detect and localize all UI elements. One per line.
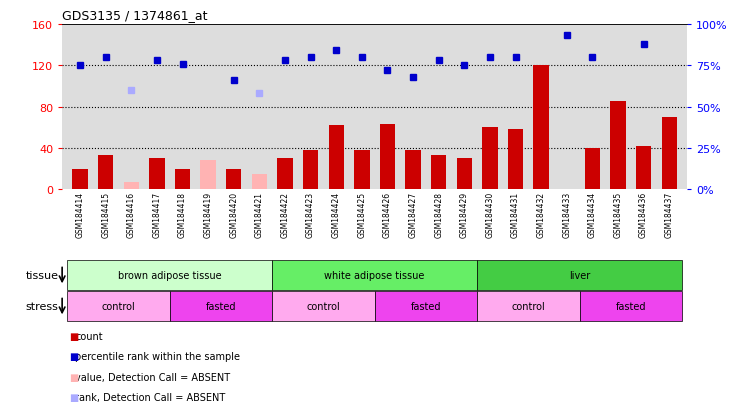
Bar	[277, 159, 292, 190]
Text: value, Detection Call = ABSENT: value, Detection Call = ABSENT	[75, 372, 230, 382]
Bar	[175, 169, 190, 190]
Bar	[67, 292, 170, 321]
Bar	[406, 151, 421, 190]
Text: liver: liver	[569, 271, 590, 281]
Bar	[328, 126, 344, 190]
Text: ■: ■	[69, 392, 79, 402]
Bar	[482, 128, 498, 190]
Text: fasted: fasted	[411, 301, 441, 312]
Text: percentile rank within the sample: percentile rank within the sample	[75, 351, 240, 361]
Text: control: control	[512, 301, 545, 312]
Bar	[580, 292, 682, 321]
Text: fasted: fasted	[616, 301, 646, 312]
Bar	[477, 261, 682, 291]
Bar	[585, 149, 600, 190]
Bar	[610, 102, 626, 190]
Bar	[149, 159, 164, 190]
Bar	[272, 261, 477, 291]
Text: ■: ■	[69, 351, 79, 361]
Bar	[226, 169, 241, 190]
Bar	[272, 292, 375, 321]
Text: stress: stress	[26, 301, 58, 312]
Bar	[534, 66, 549, 190]
Bar	[200, 161, 216, 190]
Bar	[457, 159, 472, 190]
Bar	[124, 183, 139, 190]
Text: brown adipose tissue: brown adipose tissue	[118, 271, 221, 281]
Bar	[477, 292, 580, 321]
Bar	[251, 174, 267, 190]
Bar	[170, 292, 272, 321]
Text: rank, Detection Call = ABSENT: rank, Detection Call = ABSENT	[75, 392, 226, 402]
Text: count: count	[75, 331, 103, 341]
Text: control: control	[306, 301, 341, 312]
Bar	[303, 151, 318, 190]
Text: GDS3135 / 1374861_at: GDS3135 / 1374861_at	[62, 9, 208, 22]
Bar	[662, 118, 677, 190]
Text: ■: ■	[69, 331, 79, 341]
Bar	[375, 292, 477, 321]
Bar	[67, 261, 272, 291]
Text: tissue: tissue	[26, 271, 58, 281]
Bar	[636, 147, 651, 190]
Bar	[431, 156, 447, 190]
Bar	[508, 130, 523, 190]
Bar	[72, 169, 88, 190]
Text: white adipose tissue: white adipose tissue	[325, 271, 425, 281]
Bar	[380, 125, 395, 190]
Text: control: control	[102, 301, 135, 312]
Text: fasted: fasted	[205, 301, 236, 312]
Bar	[354, 151, 369, 190]
Text: ■: ■	[69, 372, 79, 382]
Bar	[98, 156, 113, 190]
